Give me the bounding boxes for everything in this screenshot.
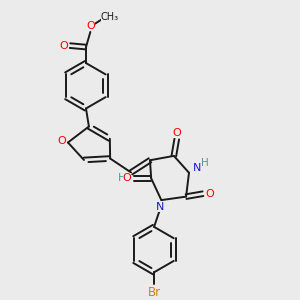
Text: O: O	[206, 189, 214, 199]
Text: O: O	[87, 20, 95, 31]
Text: H: H	[118, 173, 126, 183]
Text: CH₃: CH₃	[101, 11, 119, 22]
Text: Br: Br	[148, 286, 160, 298]
Text: N: N	[193, 163, 201, 172]
Text: O: O	[59, 40, 68, 51]
Text: O: O	[172, 128, 181, 138]
Text: N: N	[156, 202, 164, 212]
Text: O: O	[57, 136, 66, 146]
Text: H: H	[201, 158, 209, 168]
Text: O: O	[123, 173, 131, 183]
